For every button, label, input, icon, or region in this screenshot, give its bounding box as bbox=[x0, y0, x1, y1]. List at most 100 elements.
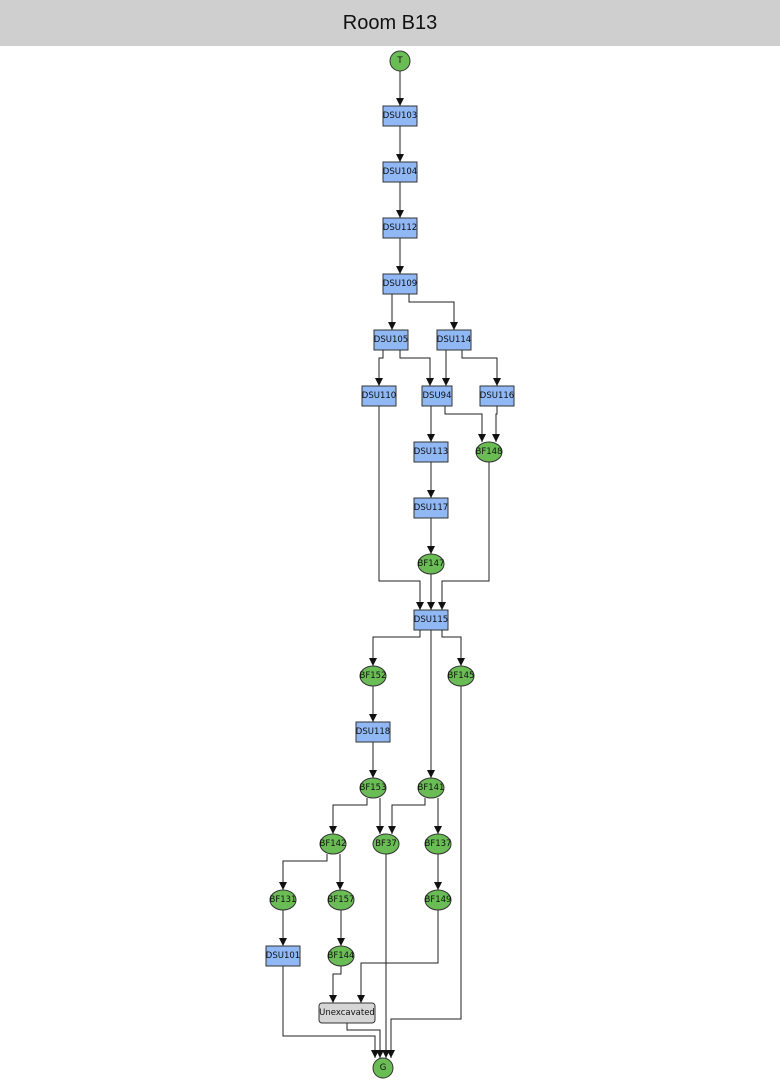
node-label: DSU109 bbox=[383, 279, 417, 289]
node-label: BF153 bbox=[360, 783, 387, 793]
node-label: BF149 bbox=[425, 895, 452, 905]
node-bf152[interactable]: BF152 bbox=[359, 665, 387, 687]
edge-dsu115-to-bf152 bbox=[369, 630, 421, 666]
node-shape bbox=[417, 777, 445, 799]
node-dsu114[interactable]: DSU114 bbox=[436, 329, 472, 351]
node-label: BF145 bbox=[448, 671, 475, 681]
edge-bf141-to-bf37 bbox=[388, 798, 426, 834]
edge-dsu105-to-dsu110 bbox=[375, 350, 384, 386]
node-shape bbox=[265, 945, 301, 967]
node-label: DSU94 bbox=[423, 391, 452, 401]
node-shape bbox=[372, 1057, 394, 1079]
edge-dsu109-to-dsu114 bbox=[408, 294, 458, 330]
node-shape bbox=[475, 441, 503, 463]
node-label: BF147 bbox=[418, 559, 445, 569]
node-shape bbox=[382, 105, 418, 127]
node-shape bbox=[319, 833, 347, 855]
node-shape bbox=[373, 329, 409, 351]
node-dsu116[interactable]: DSU116 bbox=[479, 385, 515, 407]
node-shape bbox=[413, 609, 449, 631]
edge-bf148-to-dsu115 bbox=[438, 462, 490, 610]
node-dsu112[interactable]: DSU112 bbox=[382, 217, 418, 239]
node-dsu118[interactable]: DSU118 bbox=[355, 721, 391, 743]
edge-dsu115-to-bf145 bbox=[441, 630, 465, 666]
node-label: DSU117 bbox=[414, 503, 448, 513]
node-shape bbox=[327, 889, 355, 911]
page-title: Room B13 bbox=[342, 11, 438, 34]
edge-dsu105-to-dsu94 bbox=[399, 350, 434, 386]
node-bf141[interactable]: BF141 bbox=[417, 777, 445, 799]
node-dsu94[interactable]: DSU94 bbox=[421, 385, 453, 407]
node-dsu110[interactable]: DSU110 bbox=[361, 385, 397, 407]
node-label: BF141 bbox=[418, 783, 445, 793]
node-shape bbox=[417, 553, 445, 575]
node-dsu115[interactable]: DSU115 bbox=[413, 609, 449, 631]
node-shape bbox=[413, 441, 449, 463]
node-bf147[interactable]: BF147 bbox=[417, 553, 445, 575]
edge-unexcavated-to-g bbox=[346, 1023, 384, 1058]
edge-dsu94-to-bf148 bbox=[444, 406, 486, 442]
node-unexcavated[interactable]: Unexcavated bbox=[318, 1002, 376, 1024]
node-shape bbox=[413, 497, 449, 519]
node-label: DSU116 bbox=[480, 391, 514, 401]
node-shape bbox=[318, 1002, 376, 1024]
node-t[interactable]: T bbox=[389, 50, 411, 72]
title-bar: Room B13 bbox=[0, 0, 780, 46]
edge-dsu114-to-dsu116 bbox=[461, 350, 501, 386]
edge-dsu110-to-dsu115 bbox=[378, 406, 424, 610]
node-label: DSU118 bbox=[356, 727, 390, 737]
node-shape bbox=[479, 385, 515, 407]
edge-bf149-to-unexcavated bbox=[357, 910, 439, 1003]
node-shape bbox=[389, 50, 411, 72]
node-shape bbox=[361, 385, 397, 407]
node-bf137[interactable]: BF137 bbox=[424, 833, 452, 855]
node-shape bbox=[424, 833, 452, 855]
node-shape bbox=[382, 273, 418, 295]
node-shape bbox=[372, 833, 400, 855]
node-dsu104[interactable]: DSU104 bbox=[382, 161, 418, 183]
edge-bf153-to-bf142 bbox=[329, 798, 368, 834]
node-label: BF137 bbox=[425, 839, 452, 849]
node-bf148[interactable]: BF148 bbox=[475, 441, 503, 463]
node-bf153[interactable]: BF153 bbox=[359, 777, 387, 799]
node-label: DSU101 bbox=[266, 951, 300, 961]
node-shape bbox=[382, 161, 418, 183]
node-shape bbox=[355, 721, 391, 743]
node-dsu113[interactable]: DSU113 bbox=[413, 441, 449, 463]
node-label: DSU110 bbox=[362, 391, 396, 401]
node-label: BF157 bbox=[328, 895, 355, 905]
node-label: G bbox=[380, 1063, 387, 1073]
edge-dsu116-to-bf148 bbox=[492, 406, 500, 442]
node-label: DSU103 bbox=[383, 111, 417, 121]
node-shape bbox=[424, 889, 452, 911]
node-bf131[interactable]: BF131 bbox=[269, 889, 297, 911]
node-bf149[interactable]: BF149 bbox=[424, 889, 452, 911]
edge-dsu101-to-g bbox=[282, 966, 379, 1058]
node-shape bbox=[359, 777, 387, 799]
node-dsu103[interactable]: DSU103 bbox=[382, 105, 418, 127]
node-label: Unexcavated bbox=[319, 1008, 375, 1018]
node-dsu105[interactable]: DSU105 bbox=[373, 329, 409, 351]
node-bf145[interactable]: BF145 bbox=[447, 665, 475, 687]
edge-bf145-to-g bbox=[387, 686, 462, 1058]
node-label: BF142 bbox=[320, 839, 347, 849]
node-label: BF37 bbox=[375, 839, 397, 849]
node-bf142[interactable]: BF142 bbox=[319, 833, 347, 855]
node-dsu117[interactable]: DSU117 bbox=[413, 497, 449, 519]
node-label: DSU112 bbox=[383, 223, 417, 233]
node-dsu101[interactable]: DSU101 bbox=[265, 945, 301, 967]
node-label: DSU115 bbox=[414, 615, 448, 625]
node-label: DSU114 bbox=[437, 335, 471, 345]
node-dsu109[interactable]: DSU109 bbox=[382, 273, 418, 295]
node-label: DSU113 bbox=[414, 447, 448, 457]
node-bf157[interactable]: BF157 bbox=[327, 889, 355, 911]
node-label: BF152 bbox=[360, 671, 387, 681]
node-g[interactable]: G bbox=[372, 1057, 394, 1079]
node-bf144[interactable]: BF144 bbox=[327, 945, 355, 967]
node-label: BF144 bbox=[328, 951, 355, 961]
edge-bf144-to-unexcavated bbox=[329, 966, 342, 1003]
node-shape bbox=[436, 329, 472, 351]
node-label: DSU105 bbox=[374, 335, 408, 345]
node-shape bbox=[382, 217, 418, 239]
node-bf37[interactable]: BF37 bbox=[372, 833, 400, 855]
